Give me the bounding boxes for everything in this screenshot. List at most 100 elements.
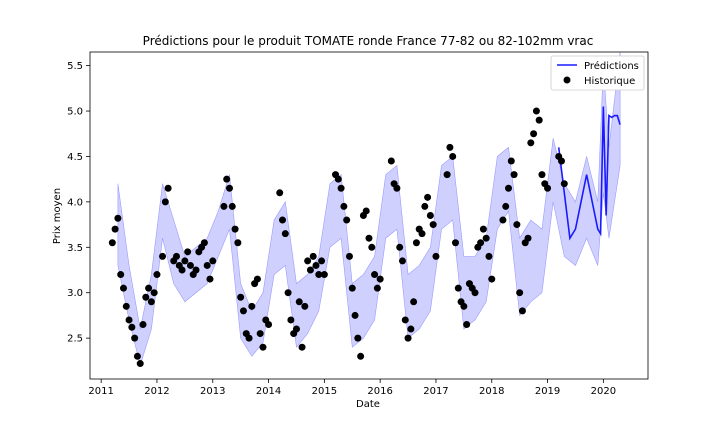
history-point <box>281 230 289 238</box>
history-point <box>460 302 468 310</box>
y-axis: 2.5 3.0 3.5 4.0 4.5 5.0 5.5 <box>67 61 90 345</box>
history-point <box>451 239 459 247</box>
history-point <box>309 252 317 260</box>
history-point <box>111 225 119 233</box>
y-tick-label: 5.0 <box>67 107 83 118</box>
history-point <box>256 330 264 338</box>
history-point <box>131 334 139 342</box>
x-tick-label: 2013 <box>200 386 225 397</box>
history-point <box>253 275 261 283</box>
y-tick-label: 2.5 <box>67 334 83 345</box>
history-point <box>538 171 546 179</box>
history-point <box>479 225 487 233</box>
history-point <box>362 207 370 215</box>
history-point <box>398 257 406 265</box>
y-tick-label: 4.0 <box>67 197 83 208</box>
history-point <box>206 275 214 283</box>
history-point <box>284 289 292 297</box>
history-point <box>150 289 158 297</box>
legend-label-predictions: Prédictions <box>584 60 639 72</box>
history-point <box>463 321 471 328</box>
history-point <box>133 352 141 360</box>
history-point <box>485 252 493 260</box>
history-point <box>505 184 512 192</box>
history-point <box>373 284 381 292</box>
history-point <box>192 266 200 274</box>
y-axis-label: Prix moyen <box>52 188 63 244</box>
history-point <box>248 302 256 310</box>
legend: Prédictions Historique <box>550 55 645 91</box>
x-tick-label: 2020 <box>591 386 616 397</box>
history-point <box>161 198 169 206</box>
history-point <box>499 216 507 224</box>
x-tick-label: 2015 <box>312 386 337 397</box>
history-point <box>223 175 231 183</box>
history-point <box>418 230 426 238</box>
plot-frame <box>89 51 649 380</box>
history-point <box>426 212 434 219</box>
history-point <box>142 293 150 301</box>
history-point <box>471 289 479 297</box>
history-point <box>368 243 376 251</box>
legend-label-historique: Historique <box>584 76 635 87</box>
history-point <box>535 116 543 124</box>
history-point <box>446 143 454 151</box>
plot-area <box>89 51 649 380</box>
history-point <box>220 202 228 210</box>
x-tick-label: 2019 <box>535 386 560 397</box>
history-point <box>376 275 384 283</box>
x-tick-label: 2017 <box>423 386 448 397</box>
history-point <box>125 316 133 324</box>
history-point <box>507 157 515 165</box>
y-tick-label: 5.5 <box>67 61 83 72</box>
history-point <box>432 252 440 260</box>
x-tick-label: 2018 <box>479 386 504 397</box>
history-point <box>181 257 189 265</box>
history-point <box>128 323 136 331</box>
history-point <box>231 225 239 233</box>
history-point <box>524 234 532 242</box>
chart-title: Prédictions pour le produit TOMATE ronde… <box>143 34 594 48</box>
history-point <box>351 311 359 319</box>
history-point <box>145 284 153 292</box>
history-point <box>147 298 155 306</box>
history-point <box>393 184 401 192</box>
history-point <box>340 202 348 210</box>
history-point <box>354 334 362 342</box>
history-point <box>348 284 356 292</box>
history-point <box>108 239 116 247</box>
history-point <box>410 298 418 306</box>
history-point <box>139 321 147 328</box>
history-point <box>449 152 457 160</box>
history-point <box>502 202 510 210</box>
history-point <box>337 184 345 192</box>
history-point <box>477 239 485 247</box>
history-point <box>200 239 208 247</box>
history-point <box>443 171 451 179</box>
x-tick-label: 2011 <box>88 386 113 397</box>
history-point <box>226 184 233 192</box>
history-point <box>315 271 323 279</box>
prediction-band-layer <box>117 51 621 367</box>
x-tick-label: 2016 <box>367 386 392 397</box>
x-axis-label: Date <box>356 399 380 410</box>
history-point <box>401 316 409 324</box>
history-point <box>298 343 306 351</box>
history-point <box>209 257 217 265</box>
history-point <box>164 184 172 192</box>
history-point <box>424 193 432 201</box>
history-point <box>301 302 309 310</box>
history-point <box>117 271 125 279</box>
history-point <box>245 334 253 342</box>
history-point <box>513 221 521 229</box>
history-point <box>345 252 353 260</box>
history-point <box>159 252 167 260</box>
history-point <box>510 171 518 179</box>
history-point <box>306 266 314 274</box>
history-point <box>228 202 236 210</box>
history-point <box>396 243 404 251</box>
history-point <box>560 180 568 188</box>
history-point <box>292 325 300 333</box>
history-point <box>239 307 247 315</box>
